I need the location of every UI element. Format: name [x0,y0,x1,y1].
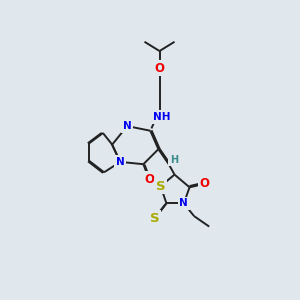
Text: H: H [170,154,178,165]
Text: S: S [150,212,160,225]
Text: O: O [144,173,154,186]
Text: N: N [123,121,132,131]
Text: S: S [156,180,166,193]
Text: O: O [200,177,210,190]
Text: N: N [116,157,124,167]
Text: NH: NH [153,112,170,122]
Text: O: O [154,62,164,75]
Text: N: N [179,199,188,208]
